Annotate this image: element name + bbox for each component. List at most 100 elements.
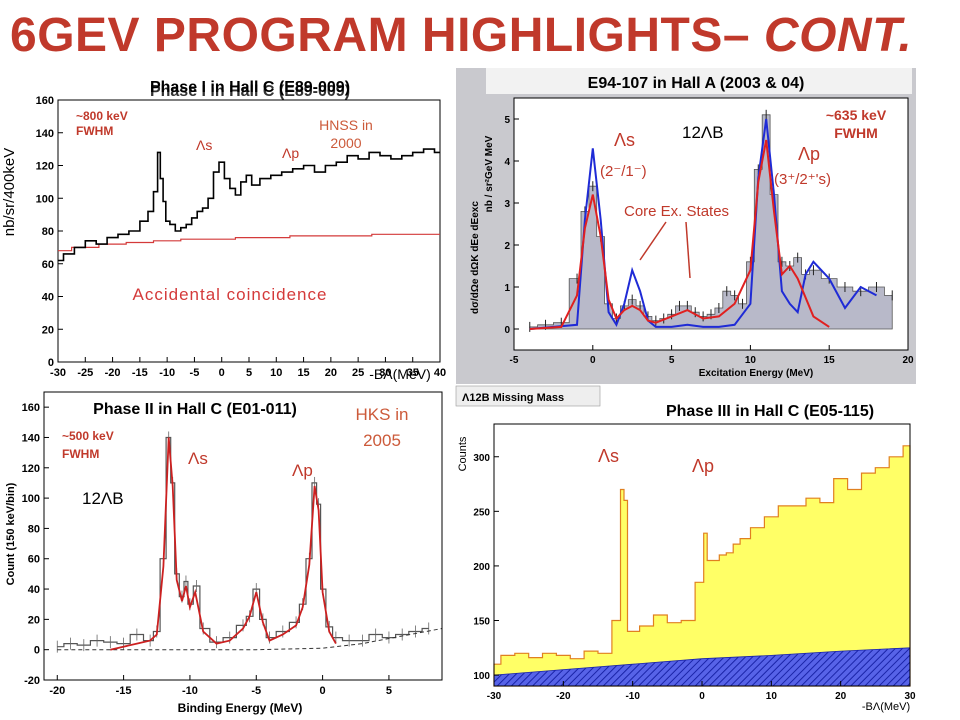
x-tick-label: -10 xyxy=(625,691,640,702)
x-tick-label: -20 xyxy=(556,691,571,702)
x-tick-label: -5 xyxy=(510,355,519,366)
x-tick-label: 20 xyxy=(325,367,337,379)
annotation-experiment: 2005 xyxy=(363,431,401,450)
x-tick-label: 40 xyxy=(434,367,446,379)
chart-title: Phase II in Hall C (E01-011) xyxy=(93,401,297,418)
y-tick-label: 20 xyxy=(28,614,40,626)
title-strip xyxy=(486,68,912,94)
y-tick-label: 4 xyxy=(504,157,510,168)
y-tick-label: 60 xyxy=(28,554,40,566)
series-fit-line xyxy=(529,139,830,330)
y-tick-label: 60 xyxy=(42,259,54,271)
series-background-line xyxy=(57,628,443,651)
annotation-fwhm: FWHM xyxy=(834,125,878,141)
x-tick-label: 5 xyxy=(669,355,675,366)
chart-panel-hes: Λ12B Missing Mass -30 -20 -10 0 10 20 30 100 150 2… xyxy=(452,384,918,720)
x-tick-label: 0 xyxy=(320,685,326,697)
y-tick-label: 2 xyxy=(504,241,510,252)
x-tick-label: -15 xyxy=(116,685,132,697)
y-tick-label: 200 xyxy=(473,562,490,573)
panel-label: Λ12B Missing Mass xyxy=(462,392,564,404)
chart-title: Phase III in Hall C (E05-115) xyxy=(666,403,874,420)
y-tick-label: 120 xyxy=(22,463,40,475)
x-tick-label: -30 xyxy=(487,691,502,702)
annotation-lambda-p: Λp xyxy=(798,144,820,164)
y-tick-label: 140 xyxy=(22,432,40,444)
chart-title: E94-107 in Hall A (2003 & 04) xyxy=(588,75,805,92)
y-axis-label: Counts xyxy=(457,436,469,471)
x-tick-label: 20 xyxy=(835,691,847,702)
chart-hks: -20 -15 -10 -5 0 5 -20 0 20 40 60 80 100 120 140 160 Pha… xyxy=(5,391,443,715)
annotation-lambda-s: Λs xyxy=(614,130,635,150)
annotation-fwhm: ~800 keV xyxy=(76,109,128,123)
y-tick-label: 0 xyxy=(504,325,510,336)
y-axis-label: Count (150 keV/bin) xyxy=(5,482,17,585)
y-tick-label: 100 xyxy=(473,671,490,682)
x-tick-label: 0 xyxy=(590,355,596,366)
y-tick-label: 40 xyxy=(28,584,40,596)
x-tick-label: -30 xyxy=(50,367,66,379)
y-axis-label: dσ/dΩe dΩK dEe dEexc xyxy=(470,201,481,314)
annotation-fwhm: FWHM xyxy=(62,447,99,461)
y-tick-label: 150 xyxy=(473,617,490,628)
series-total-histogram xyxy=(493,445,911,687)
x-tick-label: 0 xyxy=(219,367,225,379)
annotation-fwhm: FWHM xyxy=(76,124,113,138)
y-tick-label: 0 xyxy=(48,357,54,369)
annotation-nucleus: 12ΛB xyxy=(682,123,724,142)
annotation-accidental: Accidental coincidence xyxy=(133,285,328,304)
y-tick-label: 20 xyxy=(42,324,54,336)
y-tick-label: -20 xyxy=(24,675,40,687)
y-tick-label: 300 xyxy=(473,453,490,464)
x-tick-label: -25 xyxy=(77,367,93,379)
y-tick-label: 5 xyxy=(504,115,510,126)
y-tick-label: 250 xyxy=(473,507,490,518)
y-tick-label: 100 xyxy=(22,493,40,505)
x-tick-label: -5 xyxy=(251,685,261,697)
chart-panel-hnss: -30 -25 -20 -15 -10 -5 0 5 10 15 20 25 30 35 40 0 20 40 60… xyxy=(0,72,448,384)
core-arrow-1 xyxy=(639,221,667,261)
x-axis-label: Excitation Energy (MeV) xyxy=(699,368,813,379)
y-tick-label: 1 xyxy=(504,283,510,294)
y-axis-label: nb/sr/400keV xyxy=(1,148,18,236)
y-tick-label: 0 xyxy=(34,645,40,657)
chart-panel-e94107: -5 0 5 10 15 20 0 1 2 3 4 5 E94-107 in Hall A (2003 … xyxy=(456,64,916,384)
annotation-nucleus: 12ΛB xyxy=(82,489,124,508)
series-accidental-line xyxy=(58,233,440,252)
slide-title: 6GEV PROGRAM HIGHLIGHTS– CONT. xyxy=(10,9,913,62)
annotation-lambda-p: Λp xyxy=(282,145,299,161)
y-tick-label: 140 xyxy=(36,128,54,140)
annotation-experiment: 2000 xyxy=(330,135,361,151)
x-tick-label: -15 xyxy=(132,367,148,379)
chart-hnss: -30 -25 -20 -15 -10 -5 0 5 10 15 20 25 30 35 40 0 20 40 60… xyxy=(1,79,446,382)
x-axis-label: -BΛ(MeV) xyxy=(369,366,430,382)
chart-title: Phase I in Hall C (E89-009) xyxy=(150,79,350,96)
x-axis-label: Binding Energy (MeV) xyxy=(178,701,303,715)
plot-frame xyxy=(43,391,443,681)
y-tick-label: 80 xyxy=(42,226,54,238)
series-fit-line xyxy=(110,437,337,651)
x-tick-label: -10 xyxy=(182,685,198,697)
annotation-lambda-p: Λp xyxy=(692,456,714,476)
y-tick-label: 80 xyxy=(28,523,40,535)
series-data-line xyxy=(58,148,440,262)
y-tick-label: 40 xyxy=(42,292,54,304)
annotation-lambda-p: Λp xyxy=(292,461,313,480)
annotation-experiment: HKS in xyxy=(356,405,409,424)
chart-title-overlay: Phase I in Hall C (E89-009) xyxy=(150,83,350,100)
slide-title-italic: CONT. xyxy=(763,9,913,62)
series-data-histogram xyxy=(57,436,429,648)
x-tick-label: 25 xyxy=(352,367,364,379)
chart-panel-hks: -20 -15 -10 -5 0 5 -20 0 20 40 60 80 100 120 140 160 Pha… xyxy=(0,384,448,720)
annotation-lambda-s: Λs xyxy=(598,446,619,466)
x-tick-label: 10 xyxy=(745,355,757,366)
plot-frame xyxy=(513,97,909,351)
annotation-fwhm: ~635 keV xyxy=(826,107,887,123)
x-tick-label: 10 xyxy=(766,691,778,702)
x-tick-label: 30 xyxy=(904,691,916,702)
annotation-core-states: Core Ex. States xyxy=(624,203,729,220)
x-tick-label: 10 xyxy=(270,367,282,379)
x-tick-label: 0 xyxy=(699,691,705,702)
y-axis-unit: nb / sr²GeV MeV xyxy=(484,135,495,212)
panel-label-box xyxy=(455,385,601,407)
